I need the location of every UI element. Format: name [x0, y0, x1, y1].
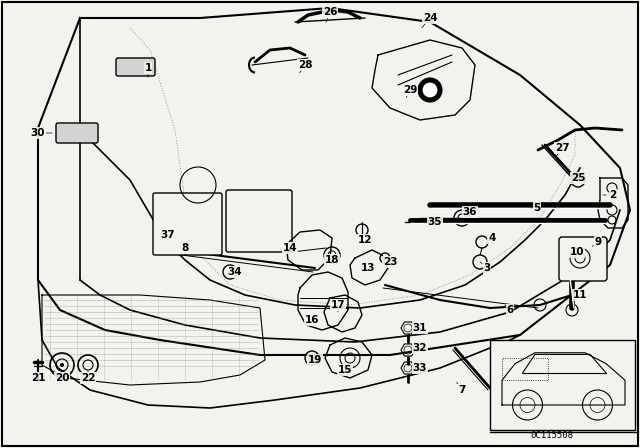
Text: 10: 10 — [570, 247, 584, 257]
FancyBboxPatch shape — [116, 58, 155, 76]
Text: 25: 25 — [571, 173, 585, 183]
FancyBboxPatch shape — [56, 123, 98, 143]
Text: 18: 18 — [324, 255, 339, 265]
Text: 37: 37 — [161, 230, 175, 240]
Text: 3: 3 — [483, 263, 491, 273]
Text: 2: 2 — [609, 190, 616, 200]
Text: 1: 1 — [145, 63, 152, 73]
Text: 33: 33 — [413, 363, 428, 373]
Text: 20: 20 — [55, 373, 69, 383]
Text: 26: 26 — [323, 7, 337, 17]
Text: 4: 4 — [488, 233, 496, 243]
Text: 34: 34 — [228, 267, 243, 277]
Text: 31: 31 — [413, 323, 428, 333]
Text: 0C115508: 0C115508 — [530, 431, 573, 440]
Circle shape — [422, 82, 438, 98]
FancyBboxPatch shape — [153, 193, 222, 255]
Text: 36: 36 — [463, 207, 477, 217]
FancyBboxPatch shape — [559, 237, 607, 281]
Text: 16: 16 — [305, 315, 319, 325]
Text: 15: 15 — [338, 365, 352, 375]
Bar — [490, 340, 635, 430]
Text: 17: 17 — [331, 300, 346, 310]
Text: 9: 9 — [595, 237, 602, 247]
Circle shape — [418, 78, 442, 102]
Circle shape — [309, 355, 315, 361]
Text: 32: 32 — [413, 343, 428, 353]
Text: 14: 14 — [283, 243, 298, 253]
Text: 7: 7 — [458, 385, 466, 395]
Text: 30: 30 — [31, 128, 45, 138]
Text: 24: 24 — [422, 13, 437, 23]
Text: 23: 23 — [383, 257, 397, 267]
Text: 29: 29 — [403, 85, 417, 95]
Text: 27: 27 — [555, 143, 570, 153]
Text: 22: 22 — [81, 373, 95, 383]
Circle shape — [60, 363, 64, 367]
Text: 8: 8 — [181, 243, 189, 253]
Text: 11: 11 — [573, 290, 588, 300]
Text: 5: 5 — [533, 203, 541, 213]
Text: 12: 12 — [358, 235, 372, 245]
Text: 6: 6 — [506, 305, 514, 315]
Text: 13: 13 — [361, 263, 375, 273]
Text: 21: 21 — [31, 373, 45, 383]
Text: 28: 28 — [298, 60, 312, 70]
FancyBboxPatch shape — [226, 190, 292, 252]
Text: 35: 35 — [428, 217, 442, 227]
Text: 19: 19 — [308, 355, 322, 365]
